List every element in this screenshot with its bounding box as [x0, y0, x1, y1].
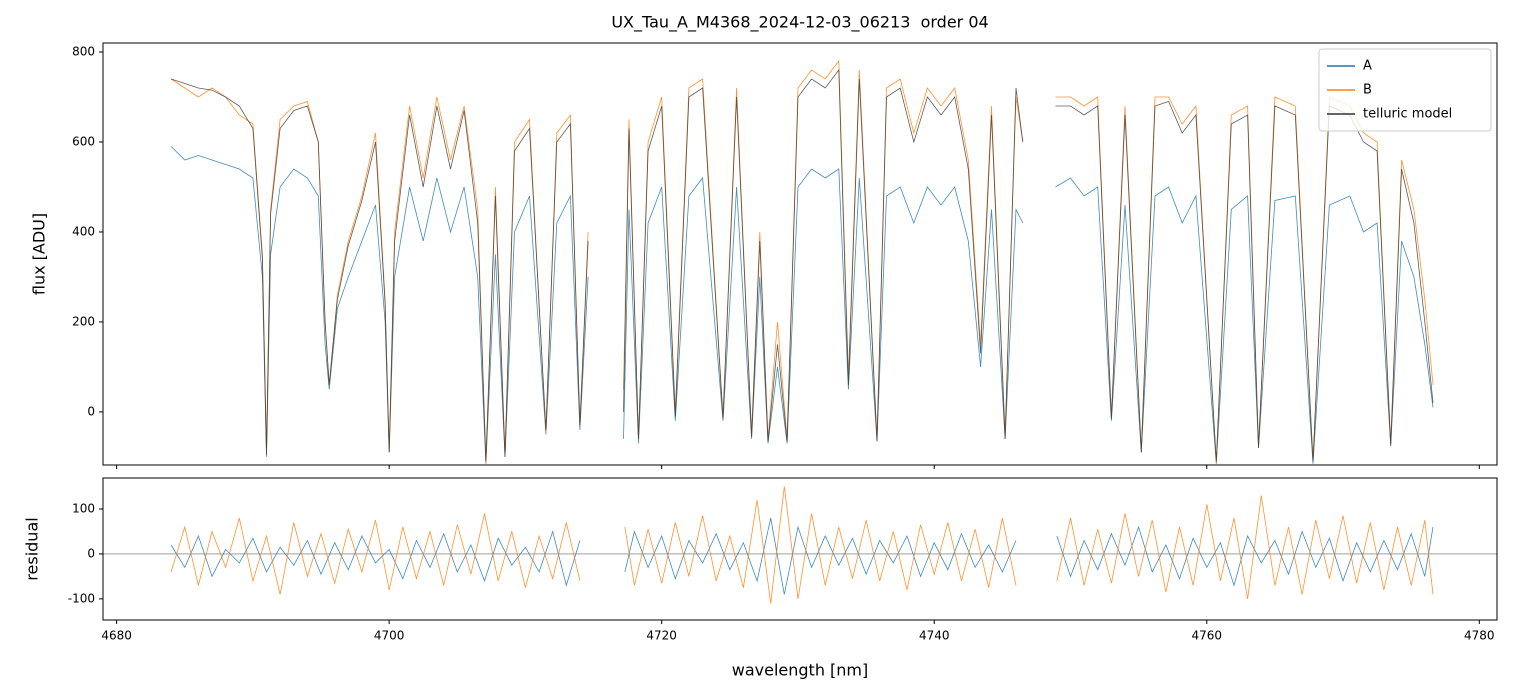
data-line: [170, 517, 1434, 595]
legend-label: A: [1363, 59, 1372, 74]
legend-frame: [1318, 48, 1492, 132]
y-tick-label: 0: [87, 404, 95, 418]
data-line: [170, 68, 1434, 462]
y-tick-label: 200: [72, 314, 95, 328]
y-tick-label: 0: [87, 546, 95, 560]
x-tick-label: 4680: [101, 629, 132, 643]
x-tick-label: 4720: [646, 629, 677, 643]
x-tick-label: 4780: [1464, 629, 1495, 643]
y-axis-label: flux [ADU]: [30, 213, 49, 295]
y-tick-label: 100: [72, 502, 95, 516]
y-tick-label: 800: [72, 44, 95, 58]
axes-frame: [102, 42, 1498, 466]
axes-frame: [102, 477, 1498, 621]
y-tick-label: 400: [72, 224, 95, 238]
chart-title: UX_Tau_A_M4368_2024-12-03_06213 order 04: [611, 13, 988, 33]
data-line: [170, 146, 1434, 464]
legend-label: B: [1363, 83, 1372, 98]
y-tick-label: -100: [68, 591, 95, 605]
y-tick-label: 600: [72, 134, 95, 148]
data-line: [170, 486, 1434, 604]
y-axis-label: residual: [23, 517, 42, 580]
x-axis-label: wavelength [nm]: [732, 661, 869, 680]
plot-area: [103, 486, 1497, 604]
plot-area: [170, 59, 1434, 464]
legend-label: telluric model: [1363, 107, 1452, 122]
x-tick-label: 4740: [919, 629, 950, 643]
x-tick-label: 4700: [374, 629, 405, 643]
x-tick-label: 4760: [1191, 629, 1222, 643]
